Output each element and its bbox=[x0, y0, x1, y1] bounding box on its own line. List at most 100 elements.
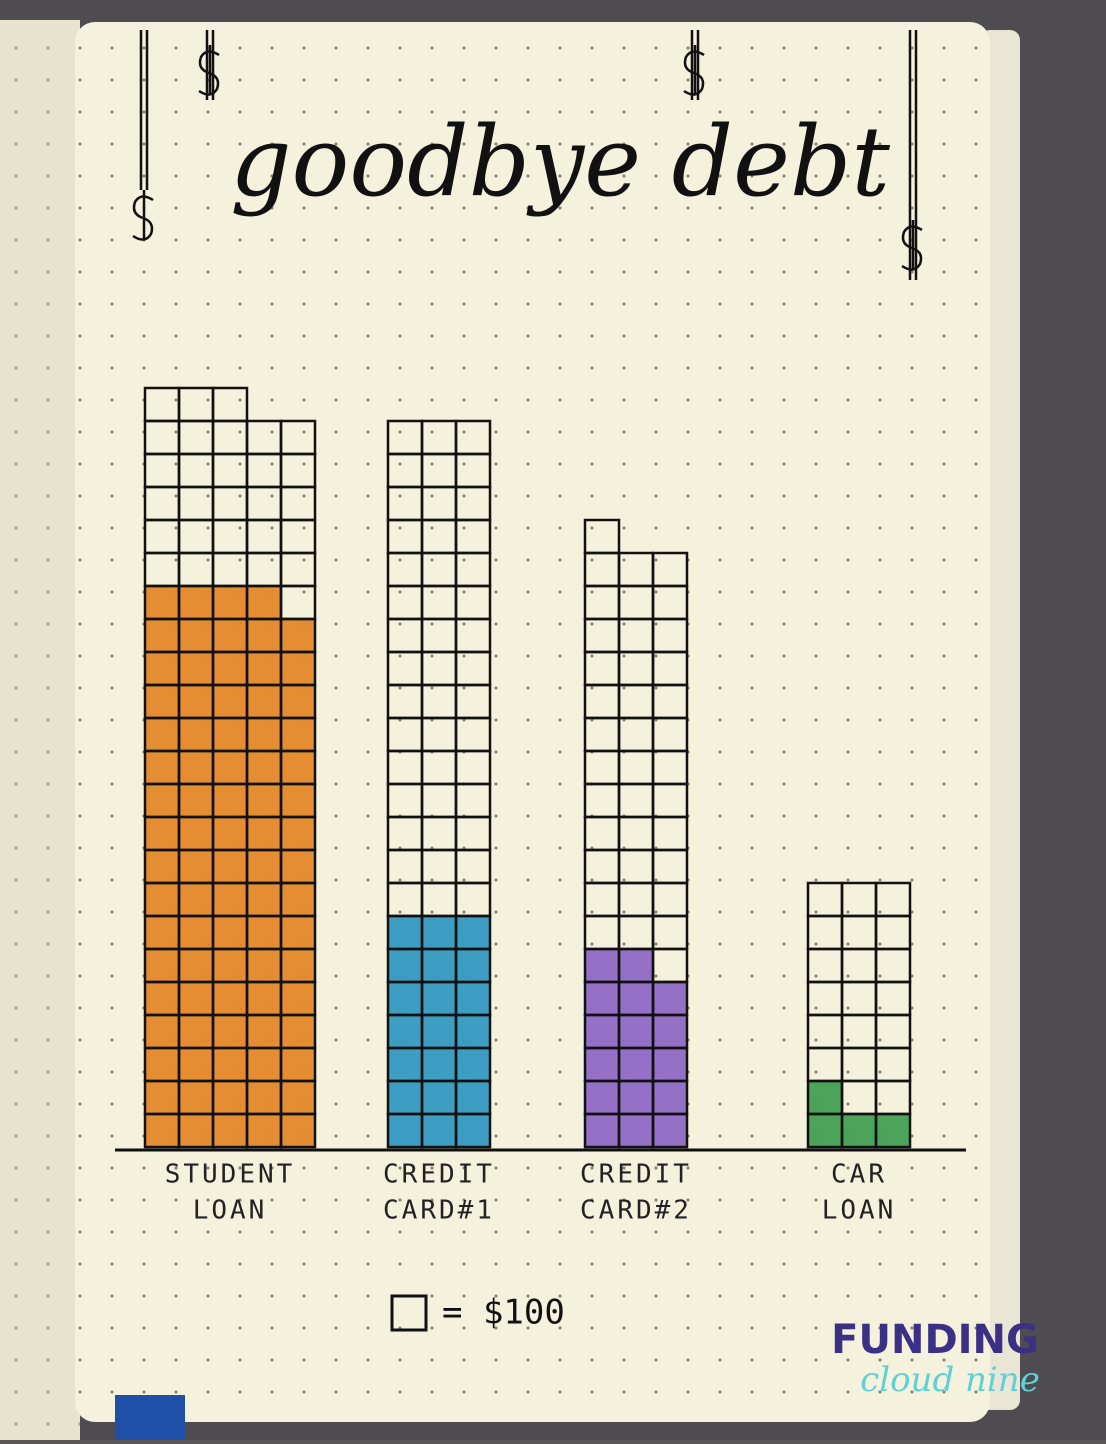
paid-cell bbox=[808, 1081, 842, 1114]
paid-cell bbox=[585, 982, 619, 1015]
paid-cell bbox=[619, 949, 653, 982]
paid-cell bbox=[808, 1114, 842, 1147]
paid-cell bbox=[179, 718, 213, 751]
paid-cell bbox=[213, 586, 247, 619]
paid-cell bbox=[247, 685, 281, 718]
paid-cell bbox=[247, 1015, 281, 1048]
paid-cell bbox=[145, 817, 179, 850]
paid-cell bbox=[281, 751, 315, 784]
paid-cell bbox=[585, 949, 619, 982]
paid-cell bbox=[145, 1114, 179, 1147]
paid-cell bbox=[179, 1081, 213, 1114]
grid-cell bbox=[651, 551, 689, 588]
paid-cell bbox=[653, 982, 687, 1015]
paid-cell bbox=[145, 850, 179, 883]
debt-bar bbox=[386, 419, 492, 1149]
paid-cell bbox=[145, 949, 179, 982]
title: goodbye debt bbox=[230, 106, 890, 218]
paid-cell bbox=[145, 586, 179, 619]
paid-cell bbox=[247, 718, 281, 751]
paid-cell bbox=[281, 1114, 315, 1147]
paid-cells bbox=[388, 916, 490, 1147]
paid-cell bbox=[247, 817, 281, 850]
paid-cell bbox=[179, 652, 213, 685]
category-label: LOAN bbox=[822, 1196, 897, 1226]
paid-cell bbox=[145, 751, 179, 784]
paid-cell bbox=[213, 784, 247, 817]
paid-cell bbox=[145, 784, 179, 817]
paid-cell bbox=[653, 1114, 687, 1147]
paid-cell bbox=[842, 1114, 876, 1147]
paid-cell bbox=[422, 916, 456, 949]
grid-cell bbox=[279, 419, 317, 456]
paid-cell bbox=[179, 982, 213, 1015]
paid-cell bbox=[422, 1048, 456, 1081]
paid-cell bbox=[179, 586, 213, 619]
paid-cell bbox=[213, 1114, 247, 1147]
paid-cell bbox=[247, 1114, 281, 1147]
paid-cell bbox=[281, 883, 315, 916]
paid-cell bbox=[585, 1048, 619, 1081]
paid-cell bbox=[145, 982, 179, 1015]
bookmark-ribbon bbox=[115, 1395, 185, 1440]
paid-cell bbox=[179, 1015, 213, 1048]
category-label: LOAN bbox=[193, 1196, 268, 1226]
paid-cell bbox=[388, 1048, 422, 1081]
paid-cell bbox=[247, 586, 281, 619]
category-label: CAR bbox=[831, 1160, 887, 1190]
paid-cell bbox=[145, 652, 179, 685]
paid-cells bbox=[145, 586, 315, 1147]
paid-cell bbox=[213, 652, 247, 685]
paid-cell bbox=[179, 619, 213, 652]
paid-cell bbox=[247, 784, 281, 817]
paid-cell bbox=[145, 1048, 179, 1081]
paid-cell bbox=[247, 850, 281, 883]
paid-cell bbox=[213, 817, 247, 850]
legend-label: = $100 bbox=[442, 1293, 565, 1333]
paid-cell bbox=[619, 1114, 653, 1147]
paid-cell bbox=[281, 652, 315, 685]
left-page-dots bbox=[0, 20, 80, 1440]
paid-cell bbox=[247, 652, 281, 685]
paid-cell bbox=[179, 1048, 213, 1081]
paid-cell bbox=[179, 883, 213, 916]
paid-cell bbox=[213, 1048, 247, 1081]
paid-cell bbox=[179, 1114, 213, 1147]
paid-cell bbox=[281, 850, 315, 883]
paid-cell bbox=[456, 1114, 490, 1147]
paid-cell bbox=[247, 619, 281, 652]
paid-cell bbox=[179, 685, 213, 718]
category-label: CREDIT bbox=[580, 1160, 692, 1190]
paid-cell bbox=[456, 1081, 490, 1114]
paid-cell bbox=[145, 685, 179, 718]
paid-cell bbox=[388, 916, 422, 949]
watermark-line1: FUNDING bbox=[831, 1317, 1039, 1363]
debt-bar bbox=[143, 386, 317, 1149]
paid-cell bbox=[179, 751, 213, 784]
paid-cell bbox=[456, 949, 490, 982]
paid-cell bbox=[422, 1081, 456, 1114]
paid-cell bbox=[247, 883, 281, 916]
paid-cell bbox=[213, 1081, 247, 1114]
paid-cell bbox=[281, 949, 315, 982]
paid-cell bbox=[213, 751, 247, 784]
paid-cell bbox=[213, 1015, 247, 1048]
paid-cell bbox=[388, 982, 422, 1015]
paid-cell bbox=[179, 850, 213, 883]
paid-cell bbox=[585, 1114, 619, 1147]
paid-cell bbox=[213, 949, 247, 982]
debt-bar bbox=[806, 881, 912, 1149]
paid-cell bbox=[619, 1015, 653, 1048]
paid-cell bbox=[619, 982, 653, 1015]
paid-cell bbox=[388, 1015, 422, 1048]
category-label: STUDENT bbox=[165, 1160, 296, 1190]
paid-cell bbox=[179, 817, 213, 850]
paid-cell bbox=[247, 1048, 281, 1081]
paid-cells bbox=[808, 1081, 910, 1147]
paid-cell bbox=[281, 1081, 315, 1114]
paid-cell bbox=[179, 949, 213, 982]
paid-cell bbox=[422, 949, 456, 982]
paid-cell bbox=[145, 916, 179, 949]
category-label: CARD#2 bbox=[580, 1196, 692, 1226]
